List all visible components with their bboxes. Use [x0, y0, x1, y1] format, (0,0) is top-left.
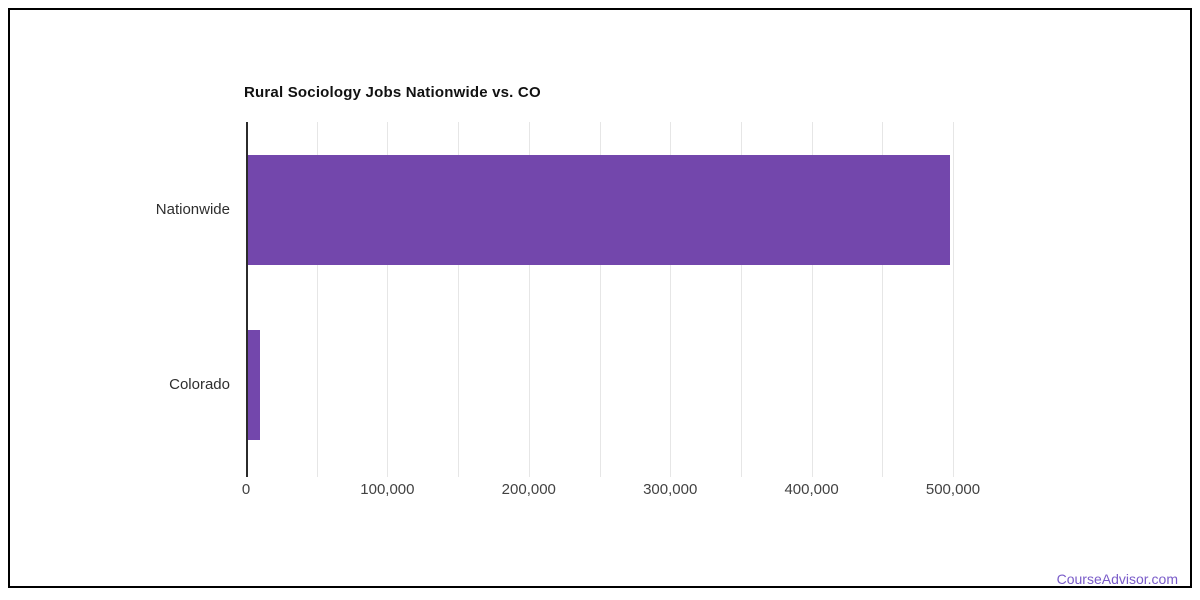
- gridline: [316, 122, 318, 477]
- gridline: [811, 122, 813, 477]
- bar-nationwide: [248, 154, 950, 265]
- gridline: [528, 122, 530, 477]
- x-tick-label: 300,000: [643, 481, 698, 498]
- x-tick-label: 0: [241, 481, 251, 498]
- chart-title: Rural Sociology Jobs Nationwide vs. CO: [244, 84, 541, 101]
- courseadvisor-link[interactable]: CourseAdvisor.com: [1056, 571, 1178, 587]
- category-label-nationwide: Nationwide: [155, 200, 230, 218]
- bar-colorado: [248, 330, 260, 441]
- gridline: [953, 122, 954, 477]
- gridline: [599, 122, 601, 477]
- x-tick-label: 500,000: [925, 481, 981, 498]
- x-tick-label: 100,000: [360, 481, 415, 498]
- gridline: [740, 122, 742, 477]
- category-label-colorado: Colorado: [169, 376, 230, 394]
- plot-area: Nationwide Colorado 0 100,000 200,000 300,000…: [156, 122, 980, 498]
- gridline: [670, 122, 672, 477]
- x-tick-label: 200,000: [501, 481, 556, 498]
- y-axis-line: [246, 122, 248, 477]
- x-tick-label: 400,000: [784, 481, 839, 498]
- gridline: [458, 122, 460, 477]
- gridline: [882, 122, 884, 477]
- gridline: [387, 122, 389, 477]
